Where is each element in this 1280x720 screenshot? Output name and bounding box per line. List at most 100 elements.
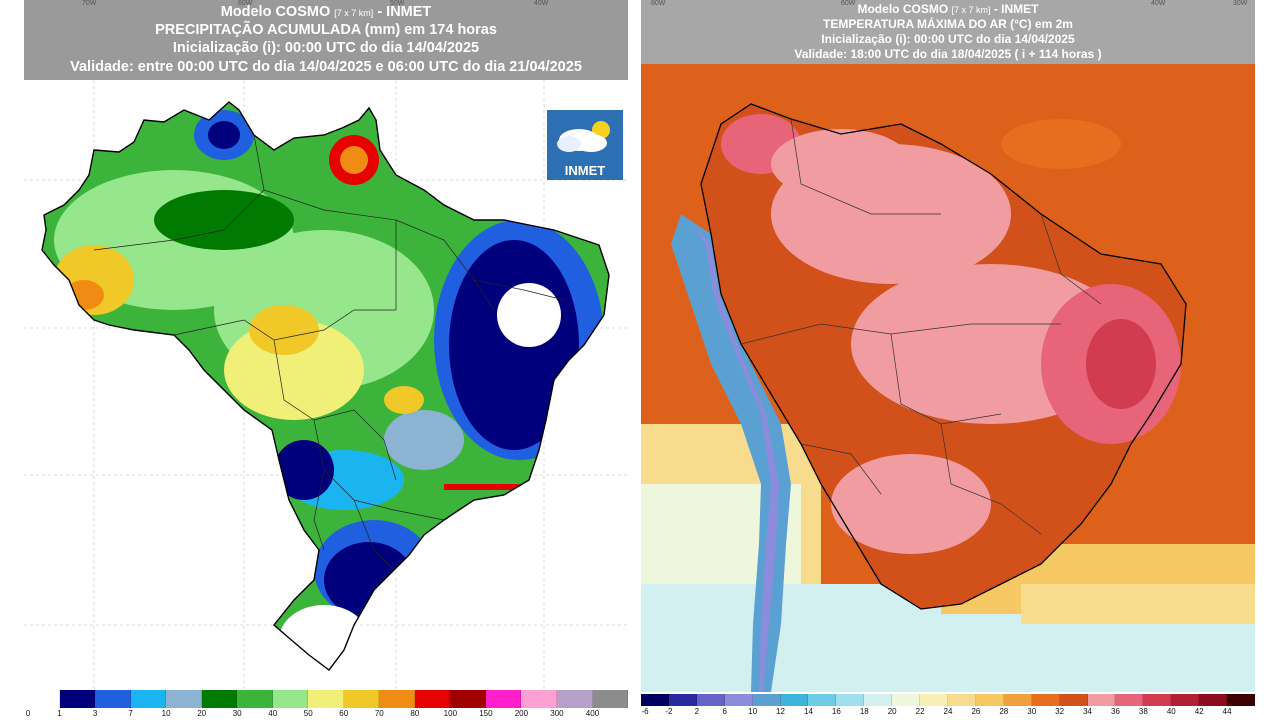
precip-colorbar-swatch — [166, 690, 202, 708]
inmet-logo: INMET — [547, 110, 623, 180]
temp-colorbar-tick-label: 10 — [748, 707, 758, 716]
temp-colorbar-swatch — [1031, 694, 1060, 706]
temp-title-line2: TEMPERATURA MÁXIMA DO AR (°C) em 2m — [823, 17, 1073, 31]
temp-colorbar-swatch — [864, 694, 893, 706]
temp-colorbar-tick-label: 12 — [776, 707, 785, 716]
precip-colorbar-tick-label: 80 — [410, 709, 420, 718]
temp-colorbar-swatch — [1143, 694, 1172, 706]
temp-colorbar-tick-label: 28 — [999, 707, 1009, 716]
temp-colorbar-tick-label: -6 — [641, 707, 649, 716]
temp-colorbar-tick-label: 6 — [722, 707, 727, 716]
precip-colorbar-swatch — [59, 690, 96, 708]
precipitation-map-panel: Modelo COSMO [7 x 7 km] - INMET PRECIPIT… — [24, 0, 628, 720]
temp-colorbar-tick-label: 36 — [1111, 707, 1120, 716]
precip-title-line4: Validade: entre 00:00 UTC do dia 14/04/2… — [70, 59, 582, 75]
lon-label-70w: 70W — [82, 0, 97, 7]
temp-colorbar-tick-label: 20 — [887, 707, 897, 716]
precip-colorbar-swatch — [556, 690, 593, 708]
temperature-map-panel: Modelo COSMO [7 x 7 km] - INMET TEMPERAT… — [641, 0, 1255, 720]
temp-colorbar-swatch — [1227, 694, 1255, 706]
precip-colorbar-swatch — [95, 690, 131, 708]
precip-colorbar-swatch — [24, 690, 60, 708]
temp-title-line3: Inicialização (i): 00:00 UTC do dia 14/0… — [821, 32, 1075, 46]
precip-title-line2: PRECIPITAÇÃO ACUMULADA (mm) em 174 horas — [155, 22, 497, 38]
temp-colorbar-swatch — [696, 694, 725, 706]
brazil-precipitation-map — [24, 80, 628, 690]
precip-title-line3: Inicialização (i): 00:00 UTC do dia 14/0… — [172, 40, 480, 56]
temp-colorbar-swatch — [947, 694, 976, 706]
precip-colorbar-tick-label: 20 — [197, 709, 207, 718]
temp-colorbar-tick-label: 30 — [1027, 707, 1037, 716]
temp-colorbar-swatch — [641, 694, 669, 706]
temp-colorbar-swatch — [836, 694, 865, 706]
precip-colorbar-tick-label: 70 — [374, 709, 384, 718]
precip-colorbar-swatch — [450, 690, 486, 708]
precipitation-colorbar — [24, 690, 628, 708]
precip-colorbar-swatch — [237, 690, 273, 708]
temp-colorbar-swatch — [1087, 694, 1116, 706]
temp-colorbar-tick-label: 2 — [694, 707, 700, 716]
lon-label-50w: 50W — [390, 0, 405, 7]
precip-colorbar-tick-label: 60 — [339, 709, 349, 718]
temp-colorbar-swatch — [1115, 694, 1144, 706]
temp-colorbar-swatch — [892, 694, 921, 706]
precip-colorbar-swatch — [130, 690, 167, 708]
temp-colorbar-tick-label: 38 — [1138, 707, 1148, 716]
temp-colorbar-swatch — [1199, 694, 1228, 706]
temp-colorbar-tick-label: 22 — [915, 707, 925, 716]
temp-colorbar-tick-label: 26 — [971, 707, 981, 716]
precip-colorbar-tick-label: 1 — [57, 709, 62, 718]
lon-label-40w-right: 40W — [1151, 0, 1166, 7]
precip-colorbar-tick-label: 200 — [514, 709, 529, 718]
south-america-temperature-map — [641, 64, 1255, 692]
temp-colorbar-tick-label: 18 — [859, 707, 869, 716]
cloud-sun-icon — [557, 121, 610, 152]
inmet-logo-text: INMET — [564, 163, 606, 178]
temp-colorbar-swatch — [975, 694, 1004, 706]
temp-colorbar-tick-label: 44 — [1222, 707, 1232, 716]
precipitation-header: Modelo COSMO [7 x 7 km] - INMET PRECIPIT… — [24, 0, 628, 80]
temp-colorbar-tick-label: 40 — [1166, 707, 1176, 716]
temp-colorbar-tick-label: -2 — [665, 707, 673, 716]
precip-colorbar-swatch — [414, 690, 451, 708]
temp-colorbar-tick-label: 42 — [1194, 707, 1204, 716]
precip-colorbar-tick-label: 40 — [268, 709, 278, 718]
precip-colorbar-swatch — [201, 690, 238, 708]
precip-colorbar-swatch — [485, 690, 522, 708]
precip-colorbar-swatch — [343, 690, 380, 708]
temp-colorbar-swatch — [1171, 694, 1200, 706]
precip-colorbar-swatch — [379, 690, 415, 708]
precip-colorbar-tick-label: 30 — [232, 709, 242, 718]
precip-colorbar-swatch — [521, 690, 557, 708]
temp-title-line1: Modelo COSMO [7 x 7 km] - INMET — [857, 2, 1039, 16]
temp-colorbar-swatch — [808, 694, 837, 706]
precip-colorbar-swatch — [308, 690, 344, 708]
temp-colorbar-swatch — [752, 694, 781, 706]
temp-colorbar-swatch — [724, 694, 753, 706]
precip-colorbar-swatch — [592, 690, 628, 708]
lon-label-60w-right: 60W — [841, 0, 856, 7]
lon-label-40w: 40W — [534, 0, 549, 7]
temp-colorbar-tick-label: 34 — [1083, 707, 1092, 716]
temp-title-line4: Validade: 18:00 UTC do dia 18/04/2025 ( … — [794, 47, 1102, 61]
precip-colorbar-tick-label: 7 — [128, 709, 133, 718]
precip-colorbar-tick-label: 150 — [479, 709, 493, 718]
temp-colorbar-tick-label: 16 — [831, 707, 841, 716]
temperature-header: Modelo COSMO [7 x 7 km] - INMET TEMPERAT… — [641, 0, 1255, 64]
precip-colorbar-tick-label: 300 — [550, 709, 564, 718]
lon-label-80w: 80W — [651, 0, 666, 7]
lon-label-30w: 30W — [1233, 0, 1248, 7]
temp-colorbar-swatch — [780, 694, 809, 706]
temp-colorbar-swatch — [920, 694, 948, 706]
temperature-colorbar — [641, 694, 1255, 706]
temp-colorbar-tick-label: 14 — [804, 707, 813, 716]
precip-colorbar-tick-label: 50 — [303, 709, 313, 718]
precip-colorbar-tick-label: 10 — [161, 709, 171, 718]
temp-colorbar-swatch — [1059, 694, 1088, 706]
temp-colorbar-swatch — [1003, 694, 1032, 706]
precip-colorbar-tick-label: 0 — [25, 709, 31, 718]
precip-colorbar-swatch — [272, 690, 309, 708]
temp-colorbar-swatch — [668, 694, 697, 706]
temp-colorbar-tick-label: 24 — [943, 707, 953, 716]
precip-title-line1: Modelo COSMO [7 x 7 km] - INMET — [220, 4, 432, 20]
